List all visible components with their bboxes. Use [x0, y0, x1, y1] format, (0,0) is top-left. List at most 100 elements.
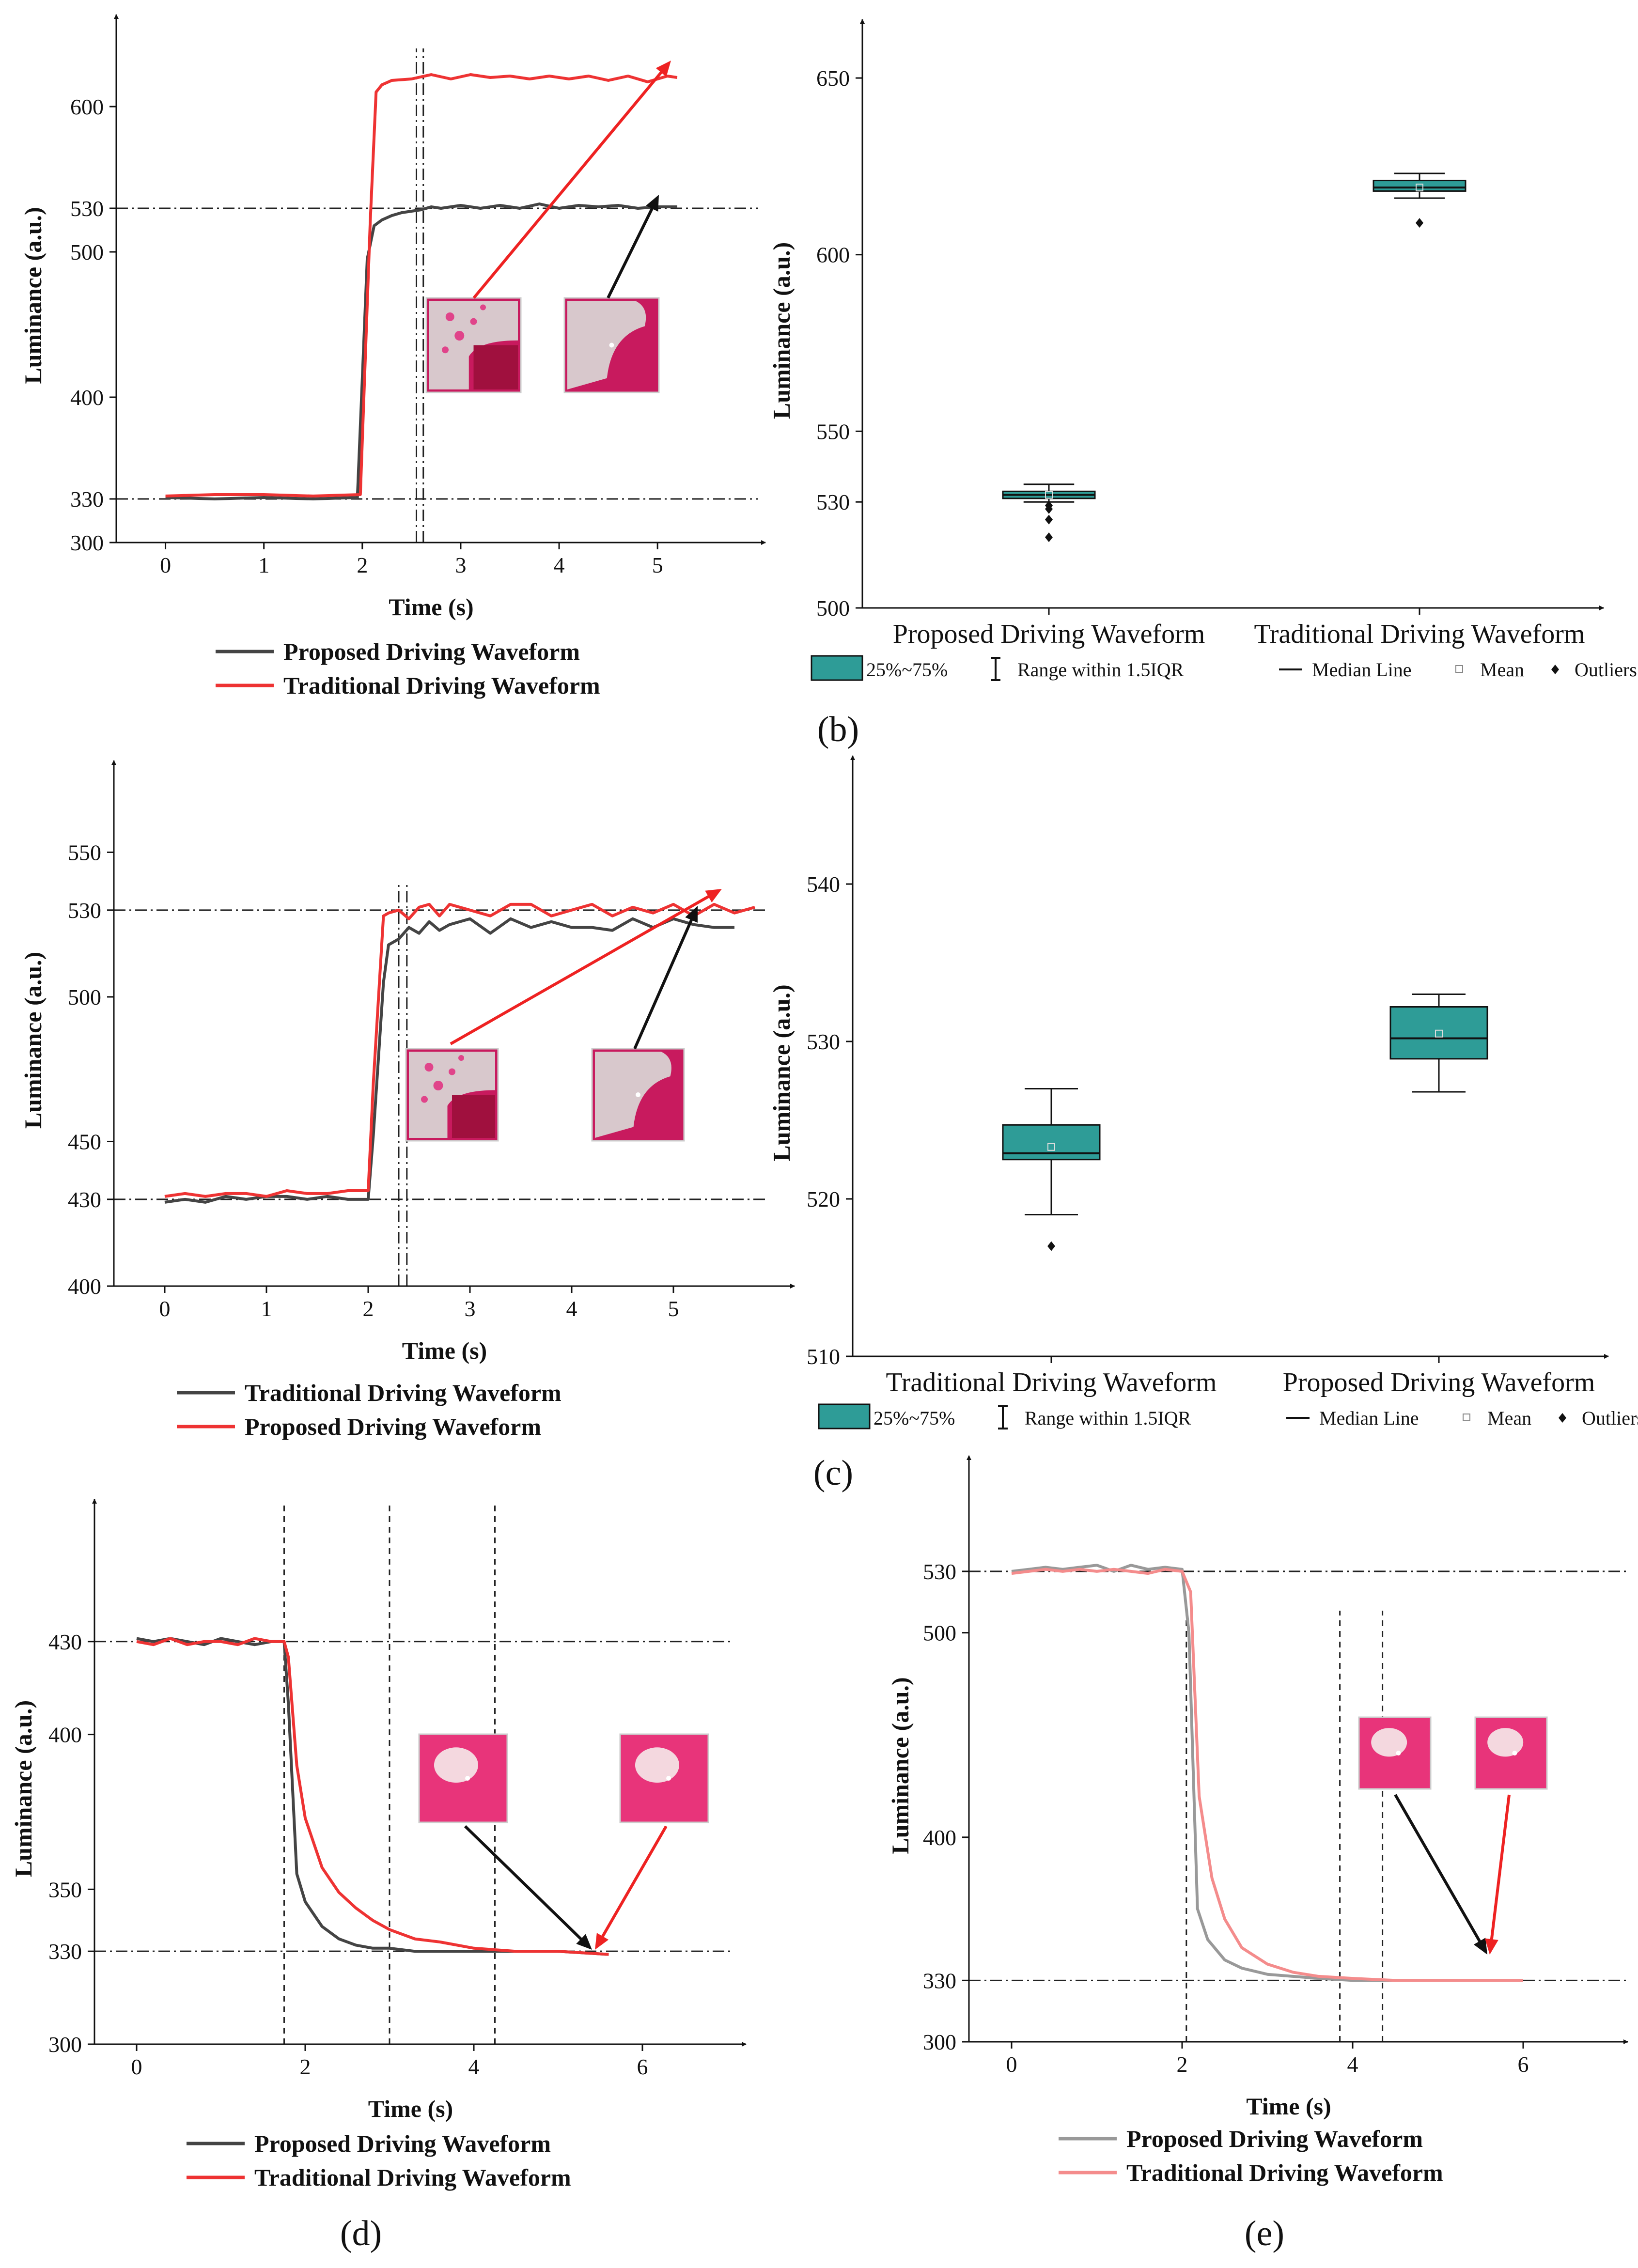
legend-label: Mean — [1480, 659, 1524, 681]
inset-traditional-c-dot — [458, 1055, 464, 1061]
mean-marker — [1435, 1029, 1443, 1038]
legend-mean-icon — [1463, 1414, 1470, 1421]
x-tick-label: 4 — [468, 2054, 480, 2079]
y-tick-label: 430 — [48, 1630, 82, 1654]
outlier-point — [1047, 1241, 1055, 1251]
inset-traditional-a-dot — [445, 312, 454, 321]
inset-traditional-d-gray — [635, 1747, 679, 1783]
chart-d: 0 2 4 6 300 330 350 400 430 Time (s) Luminance (a.… — [10, 1499, 747, 2253]
x-axis-title: Time (s) — [368, 2095, 453, 2122]
x-tick-label: 5 — [668, 1296, 679, 1321]
legend-label: Proposed Driving Waveform — [1126, 2125, 1423, 2152]
annotation-arrow-red-head — [655, 61, 671, 77]
x-tick-label: 2 — [300, 2054, 311, 2079]
legend-label: Range within 1.5IQR — [1017, 659, 1184, 681]
category-label: Proposed Driving Waveform — [893, 619, 1205, 649]
annotation-arrow-red-head — [1484, 1938, 1498, 1955]
legend-label: Median Line — [1312, 659, 1412, 681]
annotation-arrow-black — [464, 1825, 584, 1942]
inset-proposed-c-gray — [595, 1052, 671, 1138]
series-line-first — [165, 202, 677, 500]
x-tick-label: 2 — [363, 1296, 374, 1321]
outlier-point — [1045, 500, 1053, 511]
y-tick-label: 330 — [70, 487, 104, 512]
inset-traditional-a-dot — [480, 304, 486, 311]
legend-label: Proposed Driving Waveform — [254, 2130, 551, 2157]
inset-proposed-e-gray — [1371, 1728, 1407, 1757]
x-tick-label: 1 — [258, 553, 269, 577]
panel-label: (c) — [813, 1453, 853, 1493]
annotation-arrow-black-head — [685, 906, 698, 923]
y-tick-label: 500 — [68, 985, 101, 1010]
x-tick-label: 0 — [1006, 2052, 1017, 2077]
legend-box-swatch — [818, 1403, 871, 1429]
y-tick-label: 400 — [70, 385, 104, 410]
legend-label: Traditional Driving Waveform — [283, 672, 600, 699]
inset-traditional-d — [619, 1733, 709, 1823]
inset-proposed-e — [1358, 1716, 1432, 1790]
y-tick-label: 550 — [816, 419, 850, 444]
y-axis-title: Luminance (a.u.) — [768, 242, 795, 419]
annotation-arrow-black — [633, 917, 694, 1050]
inset-traditional-c-dot — [449, 1068, 455, 1075]
y-axis-title: Luminance (a.u.) — [19, 207, 47, 384]
x-tick-label: 4 — [554, 553, 565, 577]
x-tick-label: 2 — [1177, 2052, 1188, 2077]
y-tick-label: 300 — [48, 2032, 82, 2057]
x-axis-title: Time (s) — [389, 593, 473, 621]
chart-b: Proposed Driving Waveform Traditional Dri… — [768, 19, 1637, 749]
legend-label: Traditional Driving Waveform — [245, 1379, 562, 1406]
series-line-first — [1011, 1564, 1523, 1982]
x-tick-label: 0 — [131, 2054, 142, 2079]
legend-label: Median Line — [1319, 1407, 1419, 1429]
chart-a: 0 1 2 3 4 5 300 330 400 500 530 600 Time (s) Luminanc… — [19, 14, 766, 699]
y-tick-label: 450 — [68, 1129, 101, 1154]
y-tick-label: 530 — [70, 196, 104, 221]
inset-proposed-d-gray — [434, 1747, 478, 1783]
y-tick-label: 530 — [68, 898, 101, 923]
series-line-first — [164, 917, 734, 1204]
inset-proposed-e-spot — [1396, 1751, 1401, 1755]
inset-traditional-e — [1474, 1716, 1548, 1790]
y-tick-label: 400 — [68, 1274, 101, 1299]
y-tick-label: 540 — [807, 872, 840, 897]
inset-traditional-c — [405, 1048, 499, 1142]
inset-proposed-d — [418, 1733, 508, 1823]
y-tick-label: 400 — [923, 1825, 956, 1850]
legend-label: Proposed Driving Waveform — [245, 1413, 541, 1440]
y-tick-label: 530 — [807, 1029, 840, 1054]
y-tick-label: 330 — [923, 1968, 956, 1993]
box-iqr — [1373, 180, 1466, 192]
y-tick-label: 550 — [68, 840, 101, 865]
box-legend: 25%~75% Range within 1.5IQR Median Line Mea… — [818, 1403, 1638, 1429]
box-iqr — [1002, 1124, 1101, 1161]
mean-marker — [1416, 184, 1423, 192]
legend-label: Proposed Driving Waveform — [283, 638, 580, 665]
category-label: Traditional Driving Waveform — [886, 1367, 1217, 1398]
chart-c: Traditional Driving Waveform Proposed Dri… — [768, 755, 1638, 1493]
x-tick-label: 0 — [159, 1296, 171, 1321]
x-tick-label: 2 — [357, 553, 368, 577]
series-line-second — [136, 1637, 609, 1956]
box-iqr — [1389, 1006, 1488, 1060]
annotation-arrow-red — [1490, 1794, 1511, 1942]
inset-proposed-c-spot — [636, 1092, 640, 1097]
category-label: Traditional Driving Waveform — [1254, 619, 1585, 649]
annotation-arrow-black-head — [1473, 1938, 1487, 1955]
y-tick-label: 300 — [923, 2030, 956, 2054]
outlier-point — [1045, 514, 1053, 525]
legend-label: Traditional Driving Waveform — [254, 2164, 571, 2191]
y-tick-label: 350 — [48, 1877, 82, 1902]
inset-proposed-a — [563, 297, 660, 393]
y-tick-label: 500 — [70, 240, 104, 264]
x-tick-label: 5 — [652, 553, 663, 577]
legend-box-swatch — [811, 655, 863, 681]
legend-label: 25%~75% — [874, 1407, 955, 1429]
annotation-arrow-red — [472, 70, 664, 299]
x-tick-label: 6 — [1518, 2052, 1529, 2077]
annotation-arrow-red-head — [705, 889, 722, 903]
y-tick-label: 600 — [70, 94, 104, 119]
x-tick-label: 0 — [160, 553, 171, 577]
